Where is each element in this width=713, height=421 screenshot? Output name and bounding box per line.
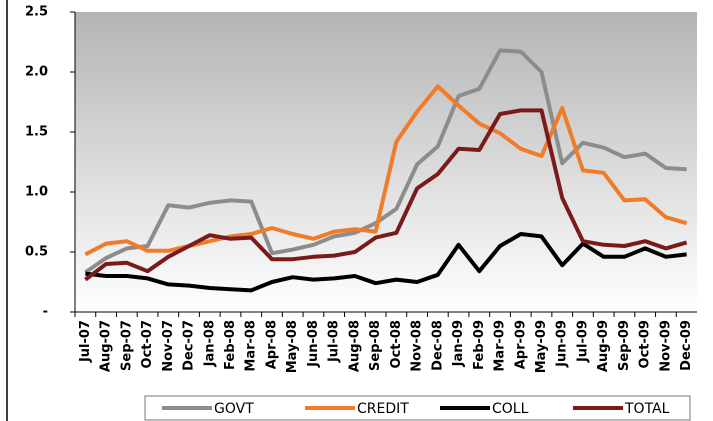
y-tick-label: - (43, 305, 48, 320)
x-tick-label: Sep-08 (368, 320, 383, 371)
x-tick-label: Jul-09 (575, 320, 590, 363)
x-tick-label: Sep-09 (617, 320, 632, 371)
x-tick-label: Apr-08 (264, 320, 279, 369)
series-line (84, 48, 687, 275)
x-tick-label: Jun-08 (306, 320, 321, 368)
x-tick-label: May-08 (285, 320, 300, 373)
x-tick-label: Feb-09 (472, 320, 487, 370)
series-line (85, 232, 687, 293)
x-tick-label: Nov-08 (410, 320, 425, 372)
x-tick-label: Mar-09 (493, 320, 508, 372)
x-tick-label: May-09 (534, 320, 549, 373)
x-tick-label: Jul-07 (78, 320, 93, 363)
x-tick-label: Nov-07 (161, 320, 176, 372)
y-tick-label: 2.5 (25, 5, 48, 20)
y-tick-label: 0.5 (25, 245, 48, 260)
x-tick-label: Jan-08 (202, 320, 217, 367)
x-tick-label: Dec-07 (182, 320, 197, 371)
x-tick-label: Oct-08 (389, 320, 404, 368)
y-tick-label: 2.0 (25, 65, 48, 80)
x-tick-label: Feb-08 (223, 320, 238, 370)
series-line (84, 108, 688, 282)
x-tick-label: Jun-09 (555, 320, 570, 368)
x-tick-label: Sep-07 (119, 320, 134, 371)
x-tick-label: Oct-09 (638, 320, 653, 368)
x-tick-label: Mar-08 (244, 320, 259, 372)
plot-area (75, 12, 697, 312)
x-tick-label: Apr-09 (513, 320, 528, 369)
legend-label: COLL (492, 401, 529, 417)
x-tick-label: Oct-07 (140, 320, 155, 368)
x-tick-label: Aug-07 (99, 320, 114, 372)
y-tick-label: 1.5 (25, 125, 48, 140)
legend-label: CREDIT (357, 401, 409, 417)
x-tick-label: Jul-08 (327, 320, 342, 363)
x-tick-label: Dec-08 (430, 320, 445, 371)
x-tick-label: Jan-09 (451, 320, 466, 367)
x-tick-label: Aug-09 (596, 320, 611, 372)
x-tick-label: Nov-09 (658, 320, 673, 372)
legend-label: TOTAL (624, 401, 670, 417)
x-tick-label: Aug-08 (347, 320, 362, 372)
x-tick-label: Dec-09 (679, 320, 694, 371)
legend-label: GOVT (214, 401, 254, 417)
y-tick-label: 1.0 (25, 185, 48, 200)
